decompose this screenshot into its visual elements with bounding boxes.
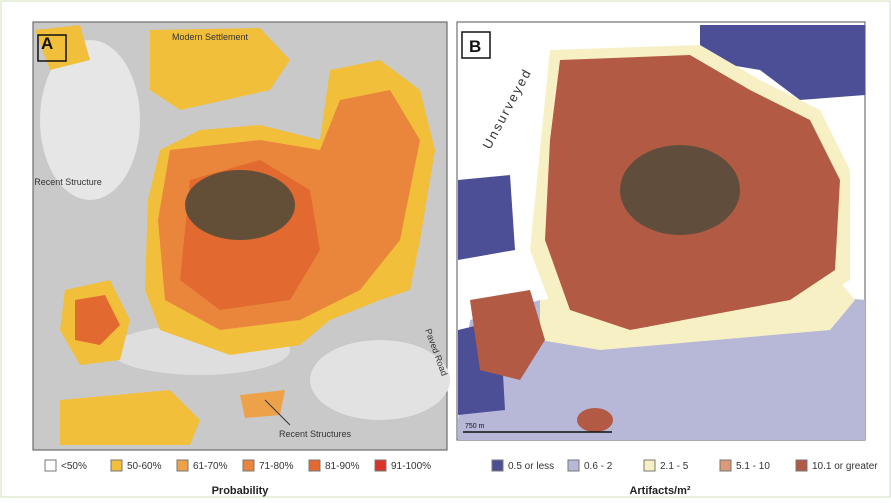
panel-label: B (469, 37, 481, 56)
legend-swatch (309, 460, 320, 471)
legend-label: 0.6 - 2 (584, 461, 613, 472)
legend-swatch (45, 460, 56, 471)
legend-swatch (644, 460, 655, 471)
map-a: A Modern Settlement Recent Structure Pav… (33, 22, 450, 450)
legend-swatch (177, 460, 188, 471)
legend-label: 50-60% (127, 461, 162, 472)
legend-label: 2.1 - 5 (660, 461, 689, 472)
panel-label: A (41, 34, 53, 53)
legend-label: 71-80% (259, 461, 294, 472)
legend-swatch (243, 460, 254, 471)
annotation: Modern Settlement (172, 32, 249, 42)
legend-swatch (720, 460, 731, 471)
legend-label: 81-90% (325, 461, 360, 472)
scale-bar-label: 750 m (465, 423, 485, 430)
legend-title: Probability (212, 485, 270, 497)
legend-label: 0.5 or less (508, 461, 554, 472)
legend-label: 61-70% (193, 461, 228, 472)
legend-label: <50% (61, 461, 87, 472)
legend-swatch (492, 460, 503, 471)
legend-label: 5.1 - 10 (736, 461, 770, 472)
legend-title: Artifacts/m² (629, 485, 690, 497)
legend-swatch (568, 460, 579, 471)
legend-label: 91-100% (391, 461, 431, 472)
legend-swatch (375, 460, 386, 471)
annotation: Recent Structure (34, 177, 102, 187)
legend-swatch (111, 460, 122, 471)
legend-label: 10.1 or greater (812, 461, 878, 472)
annotation: Recent Structures (279, 429, 352, 439)
figure: A Modern Settlement Recent Structure Pav… (0, 0, 891, 498)
legend-swatch (796, 460, 807, 471)
map-b: B Unsurveyed 750 m (457, 22, 865, 440)
